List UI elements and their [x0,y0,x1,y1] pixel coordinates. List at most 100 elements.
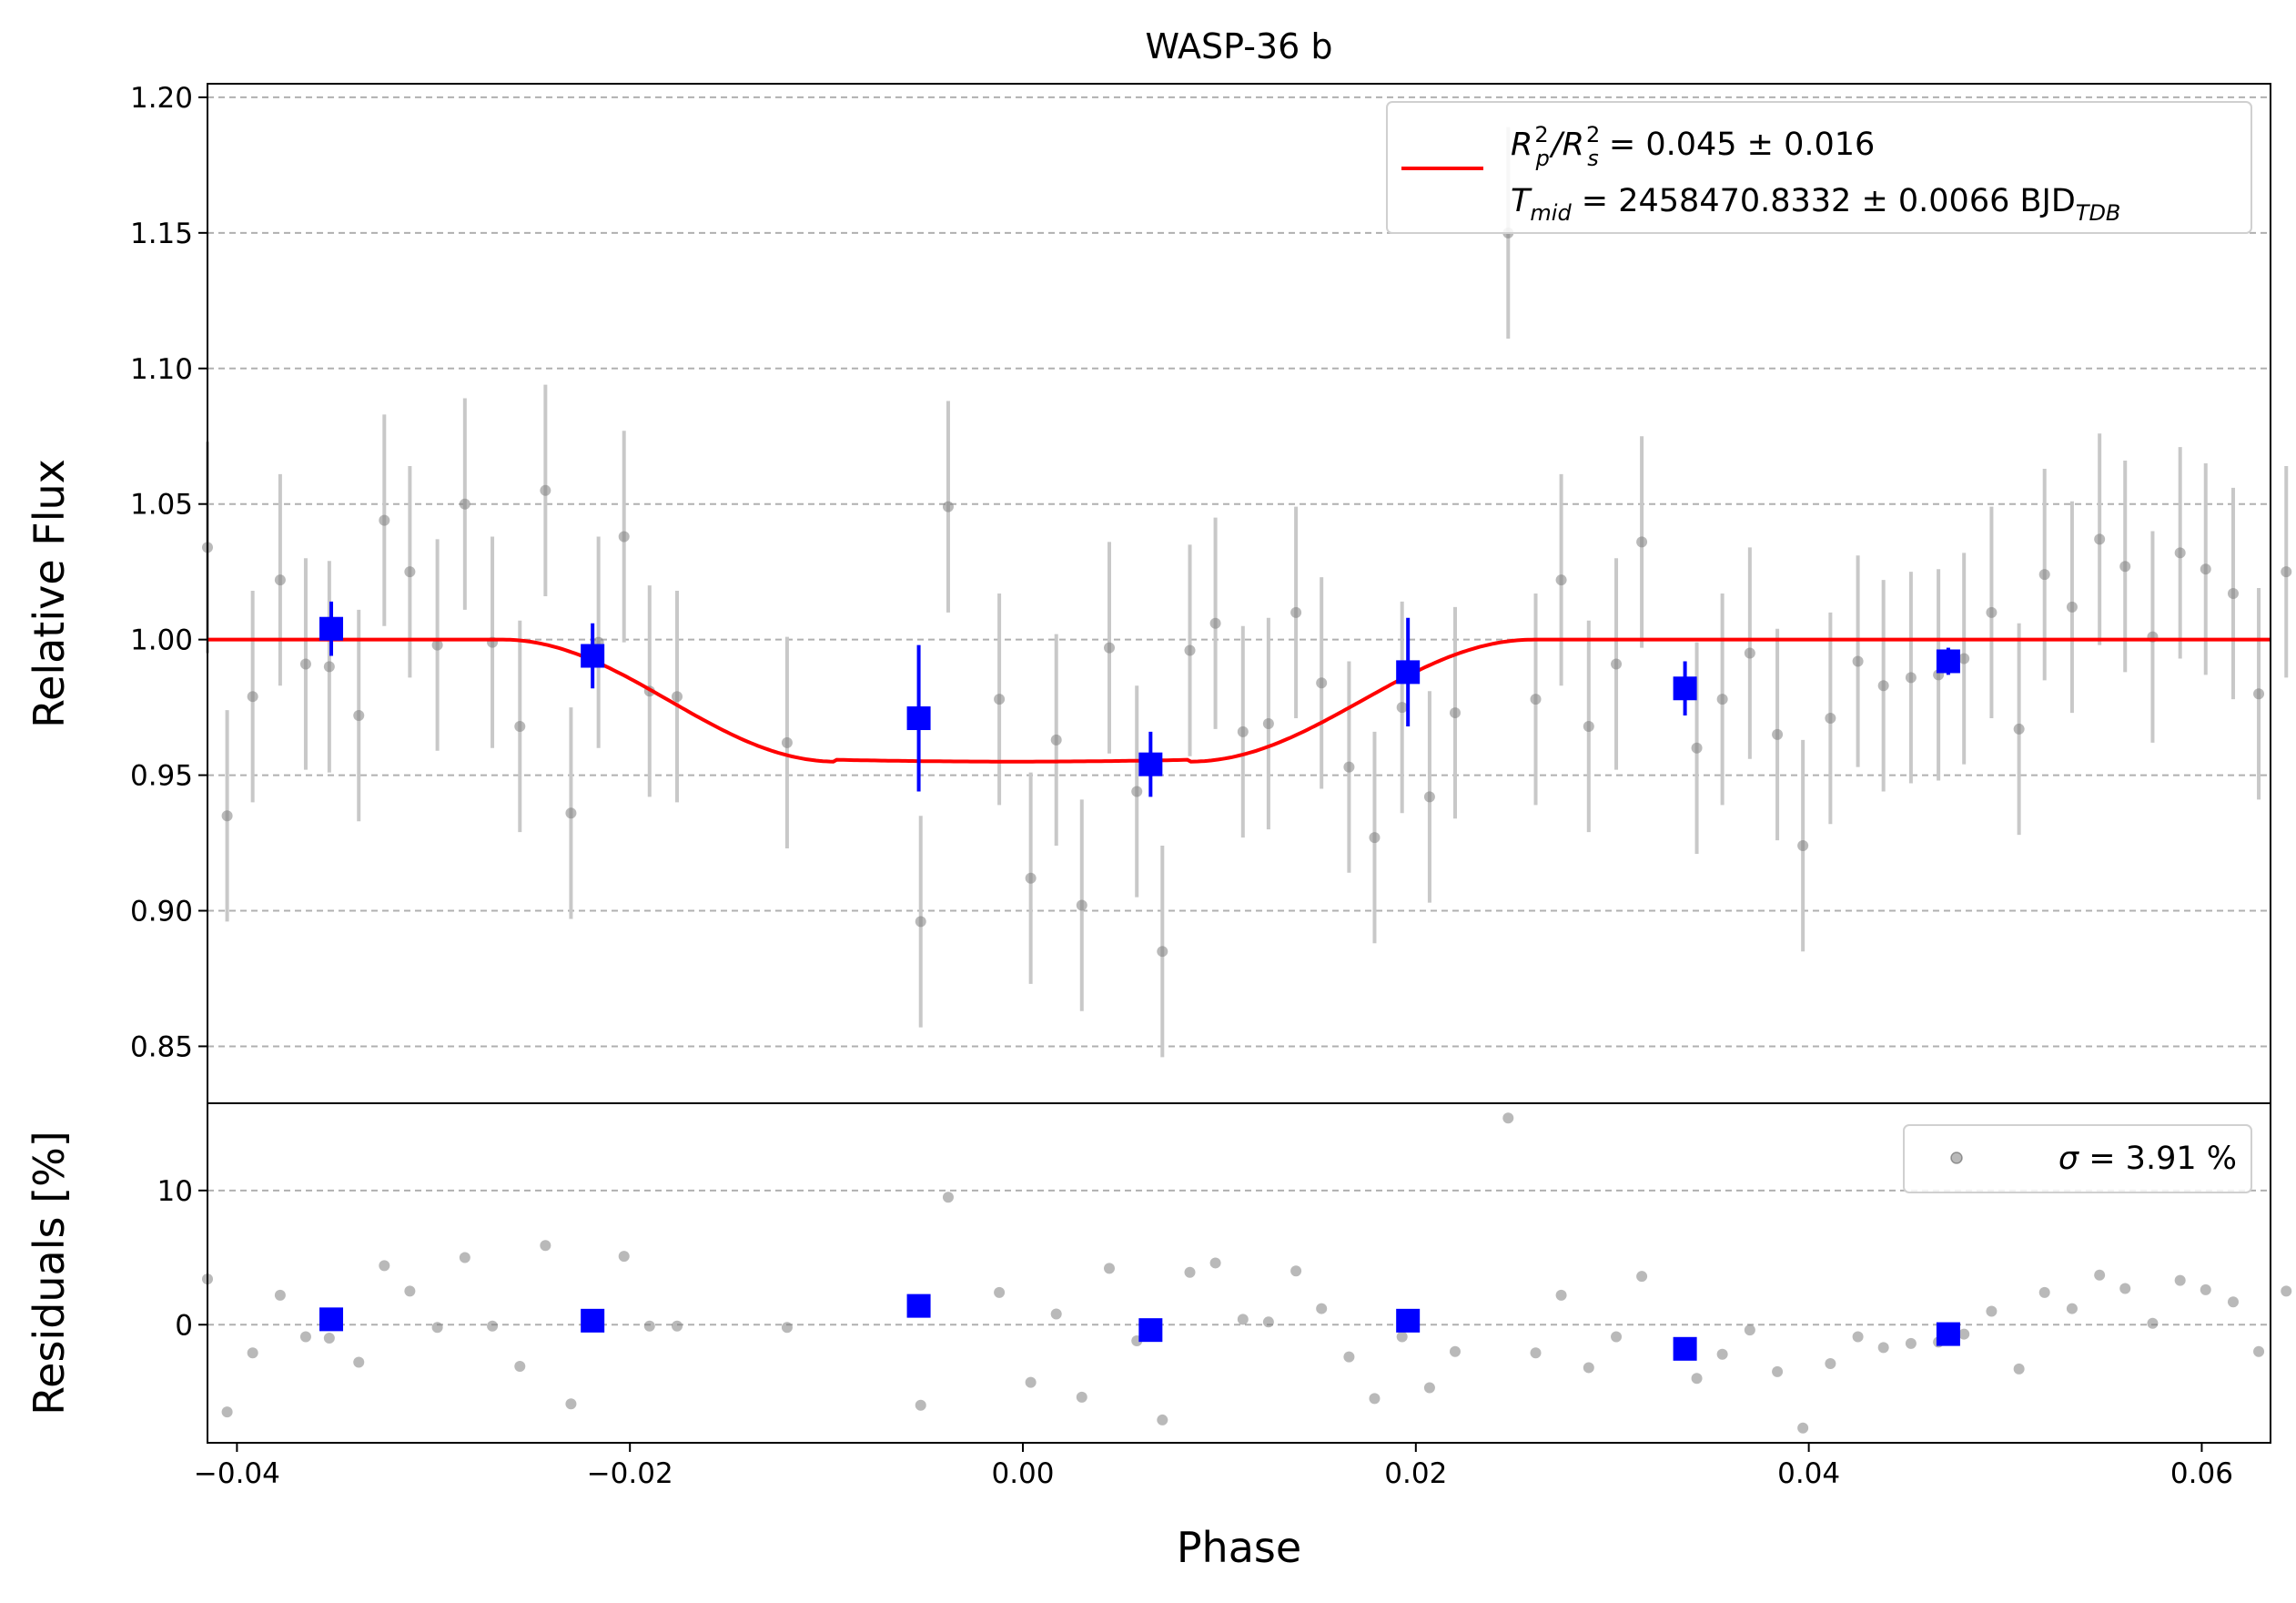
residuals-y-axis-label: Residuals [%] [25,1131,74,1415]
raw-residual-point [323,1333,335,1344]
raw-flux-point [1369,832,1381,844]
raw-residual-point [618,1251,630,1263]
raw-flux-point [1905,672,1917,684]
raw-flux-point [1530,694,1542,705]
raw-flux-point [1852,655,1864,667]
legend-sigma-symbol: σ [2058,1141,2080,1177]
raw-residual-point [915,1399,926,1411]
flux-panel: 0.85 0.90 0.95 1.00 1.05 1.10 1.15 1.20 WASP-36… [25,26,2292,1104]
raw-residual-point [2227,1296,2239,1308]
binned-flux-point [1396,660,1421,685]
raw-residual-point [1825,1358,1836,1370]
raw-flux-point [2227,588,2239,599]
raw-flux-point [1157,946,1168,958]
chart-title: WASP-36 b [1146,26,1333,66]
raw-residual-point [565,1398,577,1410]
raw-flux-point [1025,872,1037,884]
raw-residual-point [1237,1314,1249,1325]
raw-residual-point [1343,1351,1355,1363]
raw-flux-point [323,661,335,673]
binned-residual-point [1673,1336,1697,1361]
legend-r-symbol: R [1511,127,1532,163]
legend-r-sub: p [1535,146,1550,171]
raw-residual-point [2200,1283,2211,1295]
raw-flux-point [2094,533,2106,545]
raw-residual-point [1530,1347,1542,1359]
phase-x-tick-label: 0.02 [1384,1457,1447,1490]
flux-legend: R2 p/R2 s = 0.045 ± 0.016 Tmid = 2458470.8… [1386,101,2252,234]
raw-residual-point [487,1320,499,1332]
flux-y-axis-label: Relative Flux [25,459,74,728]
raw-flux-point [942,501,954,512]
raw-residual-point [353,1356,365,1368]
raw-flux-point [1423,791,1435,803]
raw-flux-point [1343,761,1355,773]
raw-residual-point [643,1320,655,1332]
raw-residual-point [2119,1283,2131,1294]
legend-depth-value: = 0.045 ± 0.016 [1599,127,1876,163]
legend-tmid-value: = 2458470.8332 ± 0.0066 BJD [1572,183,2076,219]
raw-flux-point [1050,734,1062,746]
raw-residual-point [1157,1414,1168,1425]
raw-residual-point [1316,1303,1328,1314]
raw-flux-point [2038,569,2050,581]
raw-flux-point [1691,742,1703,754]
raw-flux-point [247,691,258,703]
raw-flux-point [431,639,443,651]
raw-flux-point [994,694,1006,705]
raw-flux-point [1237,725,1249,737]
phase-x-ticks: −0.04 −0.02 0.00 0.02 0.04 0.06 [194,1443,2233,1490]
raw-residual-point [1209,1257,1221,1269]
raw-residual-point [1636,1271,1648,1283]
raw-residual-point [942,1192,954,1203]
binned-residual-point [1396,1308,1421,1333]
raw-residual-point [514,1360,526,1372]
residuals-axes-frame [207,1102,2271,1444]
flux-y-tick-label: 1.05 [130,489,193,522]
raw-flux-point [1636,536,1648,548]
raw-flux-point [353,710,365,722]
legend-radius-ratio: R2 p/R2 s = 0.045 ± 0.016 [1511,122,1875,171]
raw-flux-point [2281,566,2292,578]
residuals-y-tick-label: 10 [157,1175,193,1208]
legend-rs-sup: 2 [1586,122,1600,147]
legend-sigma-value: = 3.91 % [2079,1141,2237,1177]
raw-flux-point [379,514,390,526]
raw-flux-point [1262,717,1274,729]
raw-flux-point [2200,563,2211,575]
legend-rs-symbol: /R [1549,127,1584,163]
raw-residual-point [1583,1362,1594,1374]
raw-residual-point [1025,1376,1037,1388]
raw-residual-point [1369,1393,1381,1405]
flux-y-tick-label: 0.85 [130,1030,193,1063]
raw-residual-point [1797,1422,1809,1434]
raw-flux-point [1209,617,1221,629]
flux-y-ticks: 0.85 0.90 0.95 1.00 1.05 1.10 1.15 1.20 [130,82,207,1063]
raw-residual-point [1423,1382,1435,1394]
binned-residual-point [1936,1322,1960,1346]
raw-residual-point [1449,1345,1461,1357]
flux-grid [207,96,2271,1048]
legend-residual-marker [1950,1152,1963,1164]
binned-flux-point [1936,649,1960,674]
phase-x-tick-label: −0.02 [587,1457,673,1490]
binned-flux-point [906,706,931,731]
raw-flux-point [1716,694,1728,705]
raw-flux-point [915,916,926,928]
raw-residual-point [2066,1303,2078,1314]
raw-residual-point [274,1289,286,1301]
raw-residual-point [1050,1308,1062,1320]
raw-flux-point [2066,601,2078,613]
raw-residual-point [299,1331,311,1343]
binned-residual-points [319,1294,1960,1361]
legend-tdb-sub: TDB [2076,200,2121,226]
phase-x-tick-label: 0.04 [1777,1457,1840,1490]
raw-residual-point [2174,1274,2186,1286]
legend-sigma: σ = 3.91 % [2058,1141,2237,1177]
raw-residual-point [994,1286,1006,1298]
residuals-legend-box [1903,1124,2252,1193]
raw-flux-point [1611,658,1623,670]
binned-residual-point [581,1308,605,1333]
raw-residual-point [1290,1265,1302,1277]
